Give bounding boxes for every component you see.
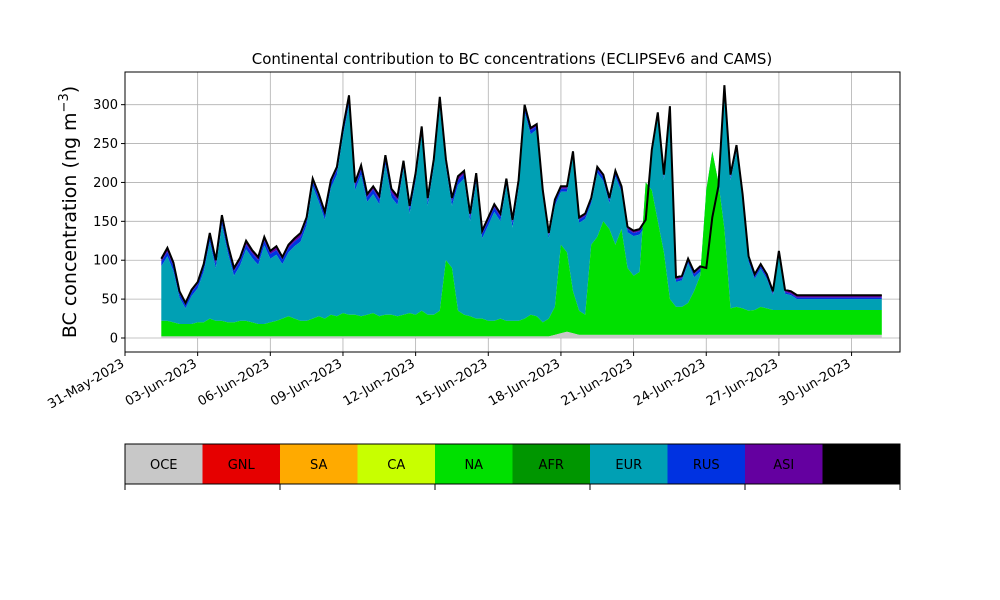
legend-label-eur: EUR <box>615 458 642 473</box>
legend-swatch-aus <box>822 444 901 484</box>
legend-label-asi: ASI <box>773 458 794 473</box>
y-tick-label: 50 <box>101 293 118 308</box>
x-tick-label: 27-Jun-2023 <box>704 356 781 409</box>
y-tick-label: 300 <box>93 98 118 113</box>
legend-label-sa: SA <box>310 458 327 473</box>
x-tick-label: 06-Jun-2023 <box>195 356 272 409</box>
y-axis-label-close: ) <box>59 86 81 93</box>
legend-label-oce: OCE <box>150 458 178 473</box>
x-tick-label: 18-Jun-2023 <box>486 356 563 409</box>
chart-title: Continental contribution to BC concentra… <box>252 50 773 68</box>
legend-label-ca: CA <box>387 458 405 473</box>
y-axis-label-main: BC concentration (ng m <box>59 112 81 338</box>
legend-swatch-rus <box>667 444 746 484</box>
plot-area: 0 50 100 150 200 250 300 31-May-202303-Jun-2023… <box>45 71 901 412</box>
y-tick-label: 0 <box>110 332 118 347</box>
y-tick-label: 100 <box>93 254 118 269</box>
legend-swatch-afr <box>512 444 591 484</box>
legend-swatch-na <box>435 444 513 484</box>
x-tick-label: 03-Jun-2023 <box>123 356 200 409</box>
legend-label-rus: RUS <box>693 458 720 473</box>
legend-label-na: NA <box>464 458 483 473</box>
axes-frame <box>124 71 901 353</box>
y-tick-label: 200 <box>93 176 118 191</box>
x-tick-label: 15-Jun-2023 <box>413 356 490 409</box>
y-axis-label-exponent: −3 <box>57 93 72 112</box>
area-na <box>161 151 882 337</box>
x-tick-label: 21-Jun-2023 <box>559 356 636 409</box>
y-tick-label: 150 <box>93 215 118 230</box>
x-tick-label: 24-Jun-2023 <box>631 356 708 409</box>
legend-frame <box>124 443 901 485</box>
x-tick-label: 31-May-2023 <box>45 356 127 412</box>
total-line <box>160 85 882 306</box>
legend-swatch-sa <box>280 444 358 484</box>
legend-label-gnl: GNL <box>228 458 256 473</box>
y-tick-label: 250 <box>93 137 118 152</box>
legend-label-afr: AFR <box>539 458 564 473</box>
legend-swatch-asi <box>745 444 823 484</box>
y-axis-label: BC concentration (ng m−3) <box>57 86 81 338</box>
legend-label-aus: AUS <box>848 458 875 473</box>
legend-swatch-eur <box>590 444 668 484</box>
area-oce <box>161 331 882 338</box>
x-tick-label: 30-Jun-2023 <box>777 356 854 409</box>
legend: OCE GNL SA CA NA AFR EUR RUS ASI AUS <box>124 443 901 490</box>
x-tick-label: 09-Jun-2023 <box>268 356 345 409</box>
legend-swatch-gnl <box>202 444 281 484</box>
legend-swatch-oce <box>125 444 203 484</box>
legend-swatch-ca <box>357 444 436 484</box>
x-tick-label: 12-Jun-2023 <box>341 356 418 409</box>
